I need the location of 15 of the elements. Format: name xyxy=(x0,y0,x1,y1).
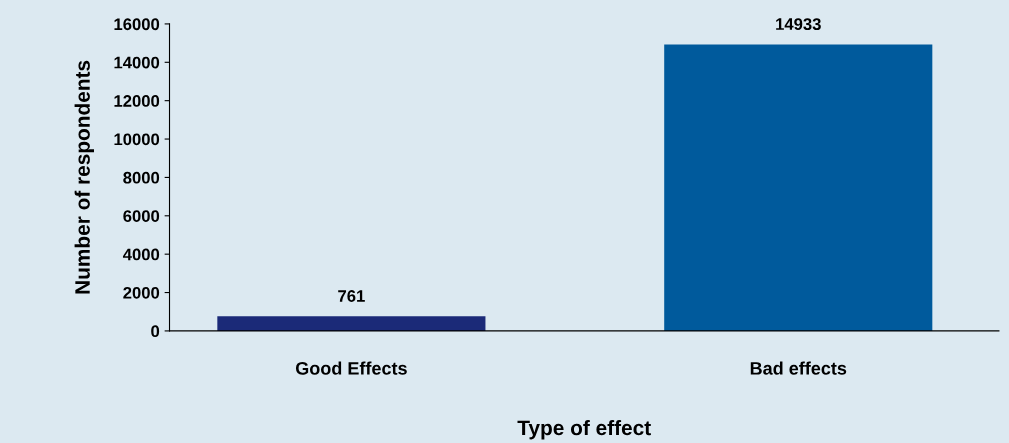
y-tick-label: 6000 xyxy=(123,210,160,222)
data-label: 761 xyxy=(338,290,365,302)
y-tick-label: 0 xyxy=(151,325,160,338)
y-tick-label: 2000 xyxy=(123,286,160,299)
y-tick-label: 8000 xyxy=(123,171,160,184)
y-axis-title: Number of respondents xyxy=(74,60,94,294)
y-tick-label: 10000 xyxy=(114,133,160,146)
y-tick-label: 12000 xyxy=(114,95,160,107)
data-label: 14933 xyxy=(776,18,821,31)
y-tick-label: 16000 xyxy=(114,18,160,31)
x-tick-label: Good Effects xyxy=(295,361,407,375)
y-tick-label: 14000 xyxy=(114,56,160,69)
x-axis-title: Type of effect xyxy=(517,419,651,440)
x-tick-label: Bad effects xyxy=(750,361,847,375)
y-tick-label: 4000 xyxy=(122,248,160,261)
